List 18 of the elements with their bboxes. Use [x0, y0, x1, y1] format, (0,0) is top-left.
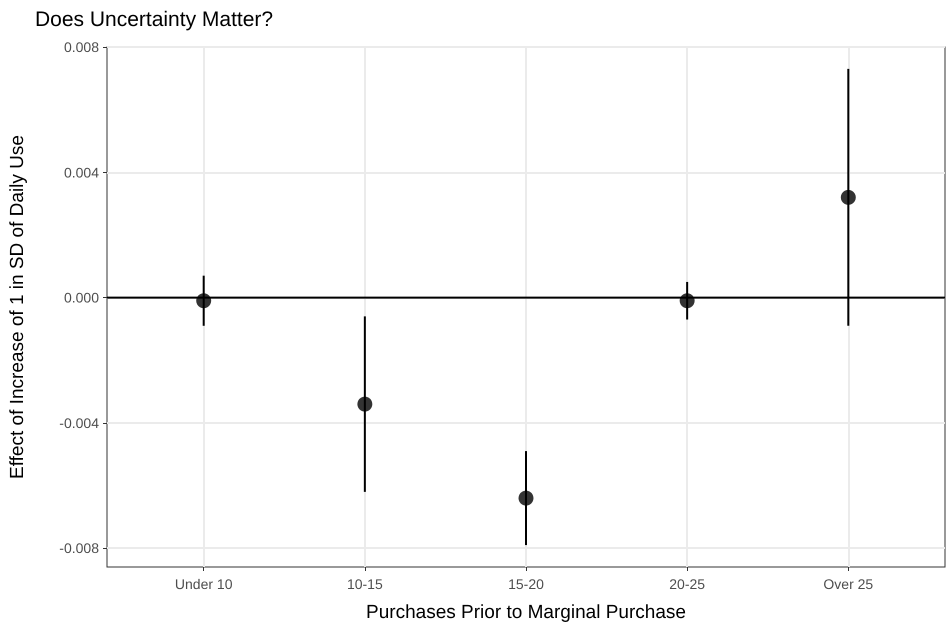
y-tick-label: 0.004: [64, 164, 100, 180]
x-tick-label: Under 10: [174, 576, 233, 592]
y-tick-label: 0.000: [64, 290, 100, 306]
x-tick-label: Over 25: [823, 576, 874, 592]
x-axis-title: Purchases Prior to Marginal Purchase: [366, 602, 686, 623]
point: [518, 490, 534, 506]
point: [840, 190, 856, 205]
y-tick-label: -0.008: [59, 540, 100, 556]
x-tick-label: 20-25: [669, 576, 706, 592]
y-tick-label: 0.008: [64, 39, 100, 55]
y-axis-title: Effect of Increase of 1 in SD of Daily Use: [7, 135, 28, 479]
point: [196, 293, 212, 308]
x-tick-label: 10-15: [346, 576, 383, 592]
point: [680, 293, 695, 308]
chart-title: Does Uncertainty Matter?: [35, 8, 274, 31]
point: [357, 396, 372, 412]
y-tick-label: -0.004: [59, 414, 100, 431]
x-tick-label: 15-20: [508, 576, 544, 592]
